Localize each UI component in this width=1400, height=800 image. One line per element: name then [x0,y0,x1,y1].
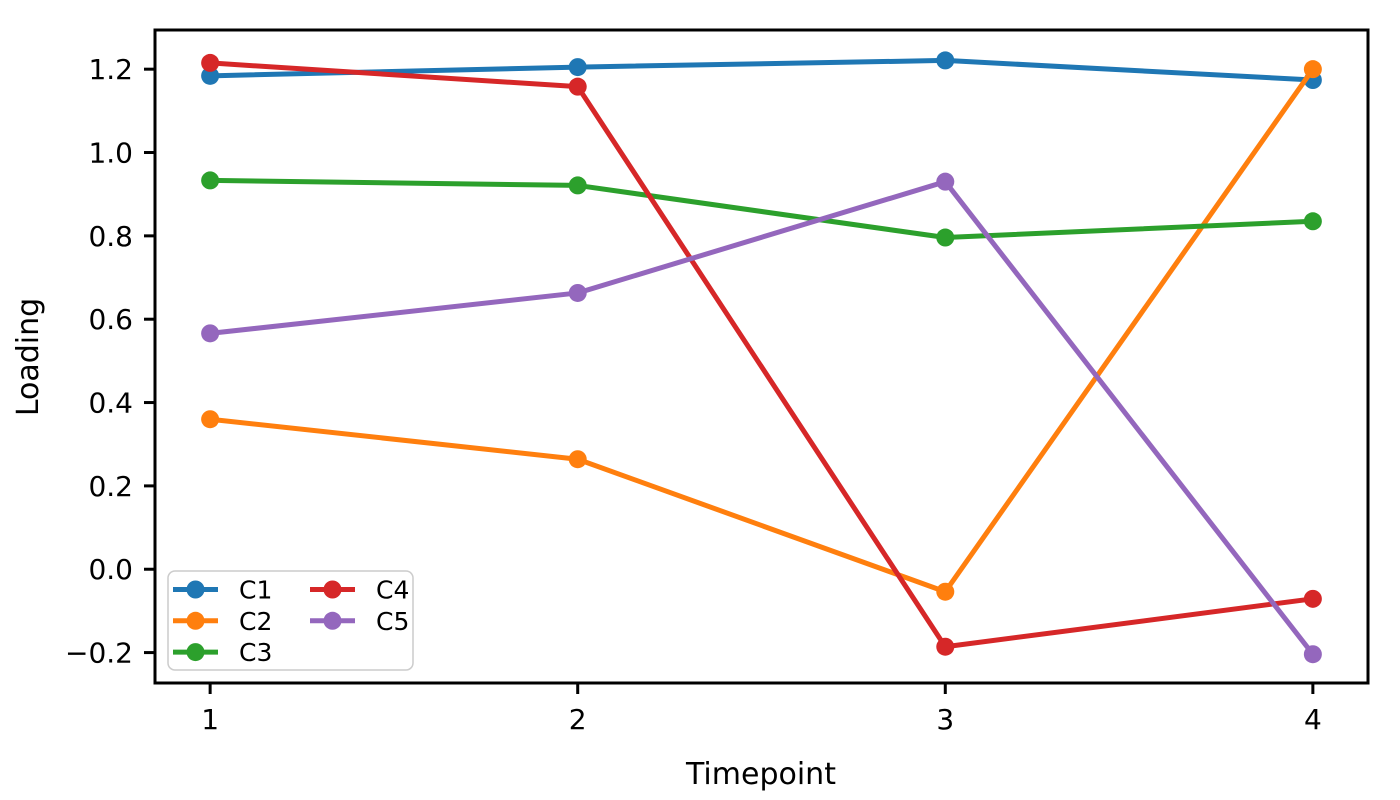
series-marker-C5-t3 [936,172,955,191]
series-C4 [201,53,1322,656]
legend-label: C2 [239,607,272,636]
series-marker-C3-t1 [201,171,220,190]
x-tick-label: 1 [201,703,219,736]
series-C2 [201,60,1322,601]
series-marker-C4-t2 [568,77,587,96]
series-line-C3 [207,177,1316,241]
y-axis-label: Loading [11,298,46,416]
series-marker-C2-t1 [201,410,220,429]
x-tick-label: 4 [1304,703,1322,736]
legend-entry-C1: C1 [173,576,272,605]
legend-label: C5 [376,607,409,636]
y-tick-label: 0.2 [88,470,133,503]
series-C1 [201,51,1322,90]
series-marker-C3-t2 [568,176,587,195]
series-marker-C1-t2 [568,58,587,77]
series-marker-C5-t1 [201,324,220,343]
y-tick-label: 0.4 [88,387,133,420]
legend-entry-C2: C2 [173,607,272,636]
y-tick-label: 1.2 [88,53,133,86]
series-marker-C1-t1 [201,66,220,85]
legend-marker-icon [323,580,342,599]
legend-marker-icon [323,611,342,630]
series-marker-C4-t3 [936,637,955,656]
series-marker-C5-t4 [1303,645,1322,664]
x-axis-label: Timepoint [685,757,836,792]
x-tick-label: 2 [569,703,587,736]
plot-border [153,28,1370,685]
series-marker-C1-t3 [936,51,955,70]
legend-label: C3 [239,638,272,667]
legend-marker-icon [186,643,205,662]
series-line-C1 [207,57,1316,83]
x-tick-label: 3 [936,703,954,736]
series-line-C4 [207,60,1316,650]
y-tick-label: −0.2 [65,637,133,670]
legend-box [167,570,414,671]
series-marker-C5-t2 [568,283,587,302]
series-marker-C4-t1 [201,53,220,72]
y-tick-label: 0.8 [88,220,133,253]
legend-entry-C3: C3 [173,638,272,667]
legend-entry-C5: C5 [310,607,409,636]
series-marker-C4-t4 [1303,589,1322,608]
series-C5 [201,172,1322,664]
series-marker-C2-t3 [936,582,955,601]
series-line-C2 [207,66,1316,595]
series-marker-C3-t4 [1303,212,1322,231]
y-tick-label: 0.6 [88,303,133,336]
series-line-C5 [207,179,1316,657]
y-tick-label: 1.0 [88,137,133,170]
series-C3 [201,171,1322,247]
legend-entry-C4: C4 [310,576,409,605]
y-tick-label: 0.0 [88,553,133,586]
legend-marker-icon [186,580,205,599]
series-marker-C2-t4 [1303,60,1322,79]
series-marker-C2-t2 [568,450,587,469]
series-marker-C3-t3 [936,228,955,247]
legend-label: C4 [376,576,409,605]
legend-label: C1 [239,576,272,605]
legend-marker-icon [186,611,205,630]
